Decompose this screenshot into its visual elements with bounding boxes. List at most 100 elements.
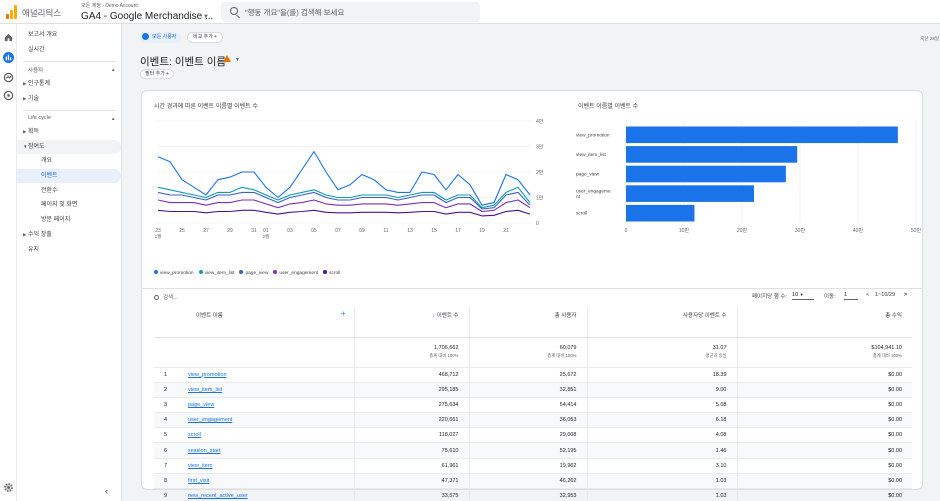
legend-item[interactable]: scroll bbox=[323, 270, 340, 276]
chevron-up-icon[interactable]: ▲ bbox=[111, 67, 116, 72]
revenue-cell: $0.00 bbox=[736, 442, 912, 459]
bar-chart[interactable]: 0 10만 20만 30만 40만 50만 view_promotion view_item_… bbox=[576, 115, 922, 245]
add-comparison-button[interactable]: 비교 추가 + bbox=[187, 32, 224, 43]
table-search-placeholder[interactable]: 검색... bbox=[163, 295, 178, 301]
event-name-link[interactable]: session_start bbox=[188, 447, 221, 454]
table-row[interactable]: 9 new_recent_active_user 33,575 32,953 1.03 $… bbox=[154, 488, 912, 501]
line-chart[interactable]: 4만 3만 2만 1만 0 23 25 27 29 31 01 03 05 07 09 11 13 15 17 19 2… bbox=[152, 115, 552, 255]
caret-down-icon[interactable]: ▼ bbox=[235, 57, 240, 63]
event-name-link[interactable]: scroll bbox=[188, 432, 201, 439]
col-event-name[interactable]: 이벤트 이름 + bbox=[154, 307, 354, 338]
series-line-user_engagement[interactable] bbox=[157, 199, 531, 213]
x-tick-label: 40만 bbox=[853, 227, 864, 234]
search-placeholder[interactable]: "행동 개요"을(를) 검색해 보세요 bbox=[245, 8, 345, 17]
nav-engagement-label: 참여도 bbox=[28, 144, 45, 150]
advertising-icon[interactable] bbox=[3, 90, 14, 101]
reports-icon[interactable] bbox=[3, 52, 14, 63]
product-name[interactable]: 애널리틱스 bbox=[22, 8, 62, 18]
nav-engagement[interactable]: ▼ 참여도 bbox=[17, 140, 121, 154]
legend-item[interactable]: page_view bbox=[239, 270, 268, 276]
chevron-up-icon[interactable]: ▲ bbox=[111, 116, 116, 121]
add-filter-button[interactable]: 필터 추가 + bbox=[140, 69, 175, 79]
nav-retention[interactable]: 유지 bbox=[28, 247, 40, 253]
event-name-link[interactable]: new_recent_active_user bbox=[188, 493, 248, 500]
nav-acquisition[interactable]: ▶ 획득 bbox=[17, 125, 121, 139]
event-name-link[interactable]: first_visit bbox=[188, 477, 210, 484]
series-line-scroll[interactable] bbox=[157, 209, 531, 217]
rows-per-page-select[interactable]: 10 ▼ bbox=[792, 290, 814, 300]
legend-item[interactable]: view_item_list bbox=[198, 270, 235, 276]
bar-view_promotion[interactable] bbox=[626, 126, 898, 144]
table-row[interactable]: 5 scroll 118,027 29,008 4.08 $0.00 bbox=[154, 427, 912, 444]
table-header-row: 이벤트 이름 + ↓ 이벤트 수 총 사용자 사용자당 이벤트 수 총 수익 bbox=[154, 307, 912, 338]
event-name-link[interactable]: page_view bbox=[188, 401, 215, 408]
nav-monetization[interactable]: ▶ 수익 창출 bbox=[17, 228, 121, 242]
event-count-cell: 295,185 bbox=[353, 382, 469, 398]
total-users: 60,079 총계 대비 100% bbox=[468, 337, 587, 368]
legend-item[interactable]: user_engagement bbox=[273, 270, 318, 276]
nav-landing-page[interactable]: 방문 페이지 bbox=[41, 217, 71, 223]
x-tick-label: 19 bbox=[479, 228, 485, 234]
date-range-label[interactable]: 지난 28일 bbox=[920, 36, 939, 41]
col-events-per-user[interactable]: 사용자당 이벤트 수 bbox=[586, 307, 737, 338]
table-row[interactable]: 7 view_item 61,961 19,962 3.10 $0.00 bbox=[154, 458, 912, 474]
settings-icon[interactable] bbox=[3, 482, 14, 493]
table-search[interactable]: 검색... bbox=[154, 293, 178, 301]
row-rank: 6 bbox=[164, 447, 168, 454]
nav-pages-screens[interactable]: 페이지 및 화면 bbox=[41, 202, 78, 208]
chevron-left-icon[interactable]: ‹ bbox=[105, 486, 108, 496]
category-label: scroll bbox=[576, 211, 587, 217]
home-icon[interactable] bbox=[3, 32, 14, 43]
prev-page-icon[interactable]: < bbox=[866, 292, 870, 298]
col-total-users[interactable]: 총 사용자 bbox=[468, 307, 587, 338]
nav-conversions[interactable]: 전환수 bbox=[41, 188, 58, 194]
nav-demographics[interactable]: ▶ 인구통계 bbox=[17, 77, 121, 91]
nav-tech[interactable]: ▶ 기술 bbox=[17, 92, 121, 106]
event-name-link[interactable]: view_item bbox=[188, 462, 213, 469]
account-breadcrumb[interactable]: 모든 계정 › Demo Account bbox=[81, 3, 138, 9]
table-row[interactable]: 8 first_visit 47,371 46,262 1.03 $0.00 bbox=[154, 473, 912, 490]
goto-page-input[interactable]: 1 bbox=[844, 290, 858, 300]
bar-view_item_list[interactable] bbox=[626, 146, 798, 163]
row-rank: 9 bbox=[164, 493, 168, 500]
series-line-view_item_list[interactable] bbox=[157, 186, 531, 209]
series-line-view_promotion[interactable] bbox=[157, 151, 531, 206]
event-count-cell: 118,027 bbox=[353, 427, 469, 444]
col-event-count[interactable]: ↓ 이벤트 수 bbox=[353, 307, 469, 338]
nav-events[interactable]: 이벤트 bbox=[17, 169, 121, 183]
event-name-link[interactable]: view_promotion bbox=[188, 371, 227, 378]
table-row[interactable]: 6 session_start 75,610 52,195 1.46 $0.00 bbox=[154, 442, 912, 459]
caret-down-icon[interactable]: ▼ bbox=[203, 14, 209, 20]
bar-scroll[interactable] bbox=[626, 204, 695, 222]
all-users-chip[interactable]: 모든 사용자 bbox=[140, 32, 182, 43]
row-rank: 7 bbox=[164, 462, 168, 469]
series-line-page_view[interactable] bbox=[157, 191, 531, 210]
revenue-cell: $0.00 bbox=[736, 412, 912, 429]
search-bar[interactable]: "행동 개요"을(를) 검색해 보세요 bbox=[221, 2, 480, 22]
add-dimension-icon[interactable]: + bbox=[340, 309, 346, 318]
nav-engagement-overview[interactable]: 개요 bbox=[41, 158, 53, 164]
nav-reports-overview[interactable]: 보고서 개요 bbox=[28, 32, 58, 38]
category-label: page_view bbox=[576, 172, 599, 178]
table-row[interactable]: 1 view_promotion 468,712 25,672 18.39 $0.00 bbox=[154, 367, 912, 383]
bar-user_engagement[interactable] bbox=[626, 185, 754, 202]
next-page-icon[interactable]: > bbox=[904, 292, 908, 298]
legend-item[interactable]: view_promotion bbox=[154, 270, 194, 276]
bar-page_view[interactable] bbox=[626, 165, 786, 183]
table-row[interactable]: 4 user_engagement 220,661 36,053 6.18 $0.00 bbox=[154, 412, 912, 429]
property-selector[interactable]: GA4 - Google Merchandise ... bbox=[81, 11, 214, 22]
events-per-user-cell: 1.46 bbox=[586, 442, 737, 459]
table-row[interactable]: 3 page_view 275,634 54,414 5.08 $0.00 bbox=[154, 397, 912, 414]
warning-icon[interactable] bbox=[223, 55, 231, 62]
y-tick-label: 2만 bbox=[536, 169, 544, 176]
table-row[interactable]: 2 view_item_list 295,185 32,851 9.00 $0.00 bbox=[154, 382, 912, 398]
col-total-revenue[interactable]: 총 수익 bbox=[736, 307, 912, 338]
x-tick-label: 29 bbox=[227, 228, 233, 234]
nav-realtime[interactable]: 실시간 bbox=[28, 47, 45, 53]
analytics-logo-icon[interactable] bbox=[6, 5, 18, 19]
totals-label-cell bbox=[154, 337, 354, 368]
event-name-link[interactable]: view_item_list bbox=[188, 386, 223, 393]
event-name-link[interactable]: user_engagement bbox=[188, 417, 233, 424]
explore-icon[interactable] bbox=[3, 72, 14, 83]
legend-label: view_item_list bbox=[204, 271, 235, 276]
